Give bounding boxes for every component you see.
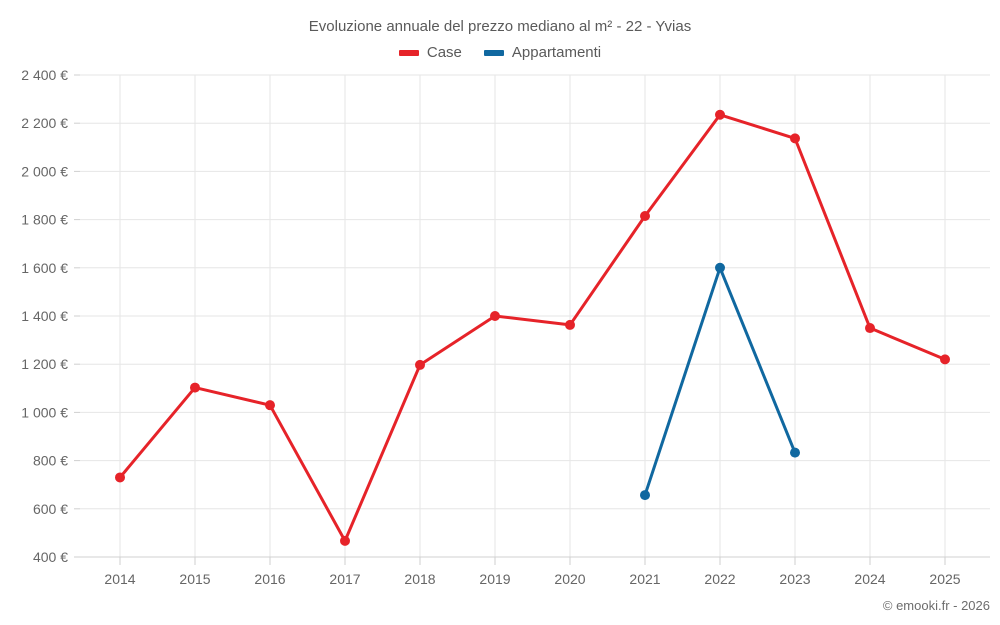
legend-swatch-appartamenti xyxy=(483,49,504,56)
series-point[interactable] xyxy=(790,133,800,144)
series-point[interactable] xyxy=(490,311,500,321)
series-point[interactable] xyxy=(865,323,875,334)
x-tick-label: 2023 xyxy=(779,571,810,587)
y-tick-label: 1 400 € xyxy=(21,308,68,324)
x-tick-label: 2015 xyxy=(179,571,210,587)
x-tick-label: 2022 xyxy=(704,571,735,587)
chart-legend: Case Appartamenti xyxy=(0,44,1000,61)
y-tick-label: 600 € xyxy=(33,501,68,517)
series-point[interactable] xyxy=(790,447,800,458)
legend-item-case[interactable]: Case xyxy=(398,44,462,61)
series-point[interactable] xyxy=(190,382,200,393)
legend-label-appartamenti: Appartamenti xyxy=(511,44,602,61)
series-point[interactable] xyxy=(640,490,650,501)
y-tick-label: 2 000 € xyxy=(21,163,68,179)
y-tick-label: 2 400 € xyxy=(21,67,68,83)
grid-layer xyxy=(80,74,990,558)
legend-swatch-case xyxy=(398,49,419,56)
x-tick-label: 2020 xyxy=(554,571,585,587)
x-tick-label: 2017 xyxy=(329,571,360,587)
x-tick-label: 2021 xyxy=(629,571,660,587)
series-point[interactable] xyxy=(340,535,350,546)
series-point[interactable] xyxy=(565,319,575,330)
series-point[interactable] xyxy=(715,109,725,120)
x-tick-label: 2019 xyxy=(479,571,510,587)
footer-credit: © emooki.fr - 2026 xyxy=(882,598,990,613)
x-tick-label: 2018 xyxy=(404,571,435,587)
axis-layer xyxy=(74,74,990,565)
x-tick-label: 2014 xyxy=(104,571,135,587)
series-point[interactable] xyxy=(265,400,275,411)
legend-label-case: Case xyxy=(426,44,462,61)
y-tick-label: 1 800 € xyxy=(21,212,68,228)
y-tick-label: 400 € xyxy=(33,549,68,565)
series-point[interactable] xyxy=(415,359,425,370)
legend-item-appartamenti[interactable]: Appartamenti xyxy=(483,44,602,61)
x-tick-label: 2016 xyxy=(254,571,285,587)
x-tick-label: 2024 xyxy=(854,571,885,587)
series-line xyxy=(118,113,947,543)
y-tick-label: 800 € xyxy=(33,453,68,469)
series-point[interactable] xyxy=(715,262,725,273)
y-tick-label: 2 200 € xyxy=(21,115,68,131)
y-axis-tick-labels: 400 € 600 € 800 € 1 000 € 1 200 € 1 400 € 1 60… xyxy=(21,67,68,565)
series-point[interactable] xyxy=(115,472,125,483)
x-axis-tick-labels: 2014 2015 2016 2017 2018 2019 2020 2021 2022 2023… xyxy=(104,571,960,587)
x-tick-label: 2025 xyxy=(929,571,960,587)
y-tick-label: 1 000 € xyxy=(21,404,68,420)
series-point[interactable] xyxy=(640,210,650,221)
y-tick-label: 1 200 € xyxy=(21,356,68,372)
series-point[interactable] xyxy=(940,354,950,365)
y-tick-label: 1 600 € xyxy=(21,260,68,276)
chart-title: Evoluzione annuale del prezzo mediano al… xyxy=(308,18,692,35)
data-series-layer xyxy=(115,109,950,546)
